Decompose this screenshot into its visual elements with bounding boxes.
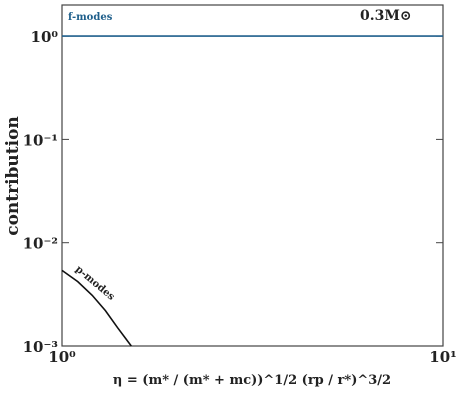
x-tick-label: 10¹ [429, 348, 456, 366]
x-tick-label: 10⁰ [48, 348, 76, 366]
x-axis-label: η = (m* / (m* + mc))^1/2 (rp / r*)^3/2 [113, 373, 391, 388]
f-modes-label: f-modes [68, 12, 113, 23]
mass-label: 0.3M⊙ [360, 8, 412, 24]
series-line [61, 269, 132, 347]
y-tick-label: 10⁰ [31, 28, 59, 46]
y-tick-label: 10⁻² [23, 235, 58, 253]
y-tick-label: 10⁻³ [23, 338, 58, 356]
y-axis-label: contribution [3, 116, 23, 236]
plot-frame [61, 4, 444, 347]
y-tick-label: 10⁻¹ [23, 131, 58, 149]
